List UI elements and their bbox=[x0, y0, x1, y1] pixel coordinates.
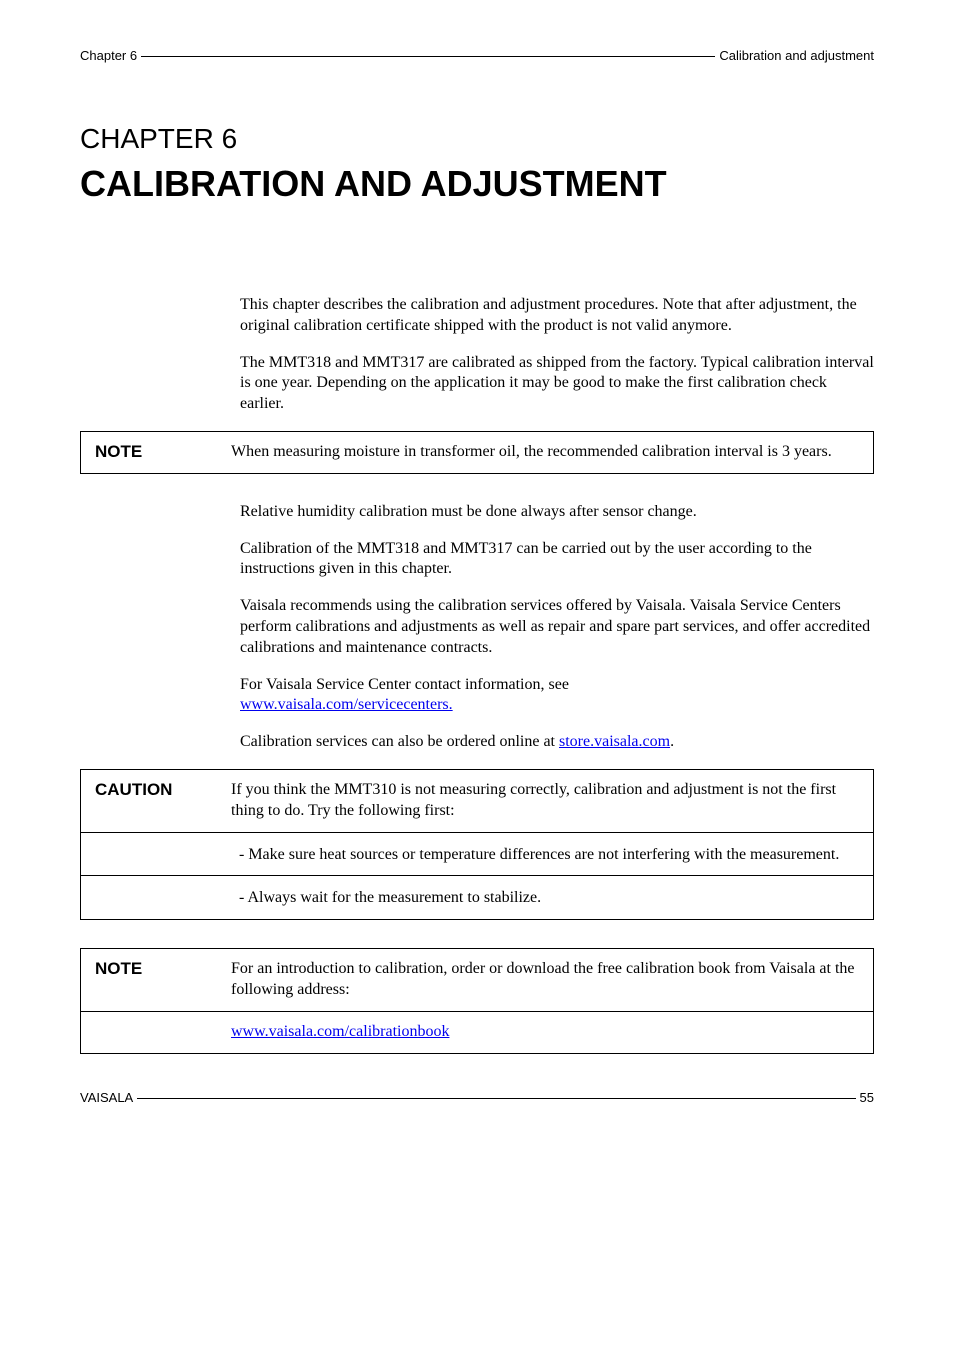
chapter-title: CALIBRATION AND ADJUSTMENT bbox=[80, 163, 874, 205]
store-link[interactable]: store.vaisala.com bbox=[559, 733, 670, 750]
store-text-post: . bbox=[670, 733, 674, 750]
caution-body-2: - Make sure heat sources or temperature … bbox=[231, 835, 873, 876]
caution-label: CAUTION bbox=[81, 770, 231, 810]
service-center-text: For Vaisala Service Center contact infor… bbox=[240, 676, 569, 693]
caution-box: CAUTION If you think the MMT310 is not m… bbox=[80, 769, 874, 920]
header-section-title: Calibration and adjustment bbox=[719, 48, 874, 63]
note-box-2: NOTE For an introduction to calibration,… bbox=[80, 948, 874, 1053]
caution-spacer bbox=[81, 833, 231, 853]
header-rule bbox=[141, 56, 715, 57]
paragraph-store-link: Calibration services can also be ordered… bbox=[240, 732, 874, 753]
footer-rule bbox=[137, 1098, 855, 1099]
note2-link-row: www.vaisala.com/calibrationbook bbox=[231, 1012, 873, 1053]
footer-page-number: 55 bbox=[860, 1090, 874, 1105]
note2-label: NOTE bbox=[81, 949, 231, 989]
store-text-pre: Calibration services can also be ordered… bbox=[240, 733, 559, 750]
note-label: NOTE bbox=[81, 432, 231, 472]
paragraph-user-calibration: Calibration of the MMT318 and MMT317 can… bbox=[240, 539, 874, 581]
page-header: Chapter 6 Calibration and adjustment bbox=[80, 48, 874, 63]
note2-spacer bbox=[81, 1012, 231, 1032]
caution-body-1: If you think the MMT310 is not measuring… bbox=[231, 770, 873, 832]
caution-spacer-2 bbox=[81, 876, 231, 896]
chapter-number: CHAPTER 6 bbox=[80, 123, 874, 155]
footer-brand: VAISALA bbox=[80, 1090, 133, 1105]
paragraph-vaisala-services: Vaisala recommends using the calibration… bbox=[240, 596, 874, 658]
service-center-link[interactable]: www.vaisala.com/servicecenters. bbox=[240, 696, 453, 713]
intro-paragraph-2: The MMT318 and MMT317 are calibrated as … bbox=[240, 353, 874, 415]
header-chapter-label: Chapter 6 bbox=[80, 48, 137, 63]
calibration-book-link[interactable]: www.vaisala.com/calibrationbook bbox=[231, 1023, 449, 1040]
note2-body: For an introduction to calibration, orde… bbox=[231, 949, 873, 1011]
note-box-1: NOTE When measuring moisture in transfor… bbox=[80, 431, 874, 474]
paragraph-relative-humidity: Relative humidity calibration must be do… bbox=[240, 502, 874, 523]
page-footer: VAISALA 55 bbox=[80, 1090, 874, 1105]
caution-body-3: - Always wait for the measurement to sta… bbox=[231, 878, 873, 919]
intro-paragraph-1: This chapter describes the calibration a… bbox=[240, 295, 874, 337]
note-body: When measuring moisture in transformer o… bbox=[231, 432, 873, 473]
paragraph-service-center-link: For Vaisala Service Center contact infor… bbox=[240, 675, 874, 717]
